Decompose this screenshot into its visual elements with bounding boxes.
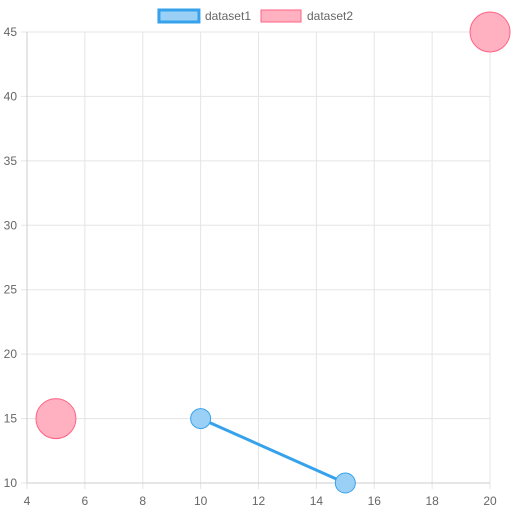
bubble-point[interactable] bbox=[335, 473, 355, 493]
x-tick-label: 20 bbox=[483, 494, 497, 508]
y-tick-label: 30 bbox=[4, 218, 18, 232]
x-tick-label: 18 bbox=[425, 494, 439, 508]
y-tick-label: 20 bbox=[4, 347, 18, 361]
legend[interactable]: dataset1 dataset2 bbox=[159, 9, 353, 23]
x-tick-label: 10 bbox=[194, 494, 208, 508]
tick-labels: 4 6 8 10 12 14 16 18 20 10 15 20 25 30 35 40 45 bbox=[4, 25, 497, 508]
x-tick-label: 4 bbox=[24, 494, 31, 508]
legend-item-dataset2[interactable]: dataset2 bbox=[261, 9, 353, 23]
series-layer bbox=[36, 12, 510, 493]
y-tick-label: 45 bbox=[4, 25, 18, 39]
x-tick-label: 6 bbox=[82, 494, 89, 508]
bubble-point[interactable] bbox=[191, 409, 211, 429]
series-line bbox=[201, 419, 346, 483]
x-tick-label: 12 bbox=[252, 494, 266, 508]
legend-label: dataset1 bbox=[205, 9, 251, 23]
y-tick-label: 10 bbox=[4, 476, 18, 490]
bubble-point[interactable] bbox=[36, 399, 76, 439]
x-tick-label: 14 bbox=[310, 494, 324, 508]
y-tick-label: 15 bbox=[4, 412, 18, 426]
x-tick-label: 8 bbox=[139, 494, 146, 508]
x-tick-label: 16 bbox=[368, 494, 382, 508]
y-tick-label: 25 bbox=[4, 283, 18, 297]
y-tick-label: 40 bbox=[4, 89, 18, 103]
legend-swatch bbox=[159, 10, 199, 22]
series-dataset1 bbox=[191, 409, 356, 493]
legend-swatch bbox=[261, 10, 301, 22]
bubble-point[interactable] bbox=[470, 12, 510, 52]
grid bbox=[21, 32, 490, 489]
y-tick-label: 35 bbox=[4, 154, 18, 168]
legend-label: dataset2 bbox=[307, 9, 353, 23]
legend-item-dataset1[interactable]: dataset1 bbox=[159, 9, 251, 23]
